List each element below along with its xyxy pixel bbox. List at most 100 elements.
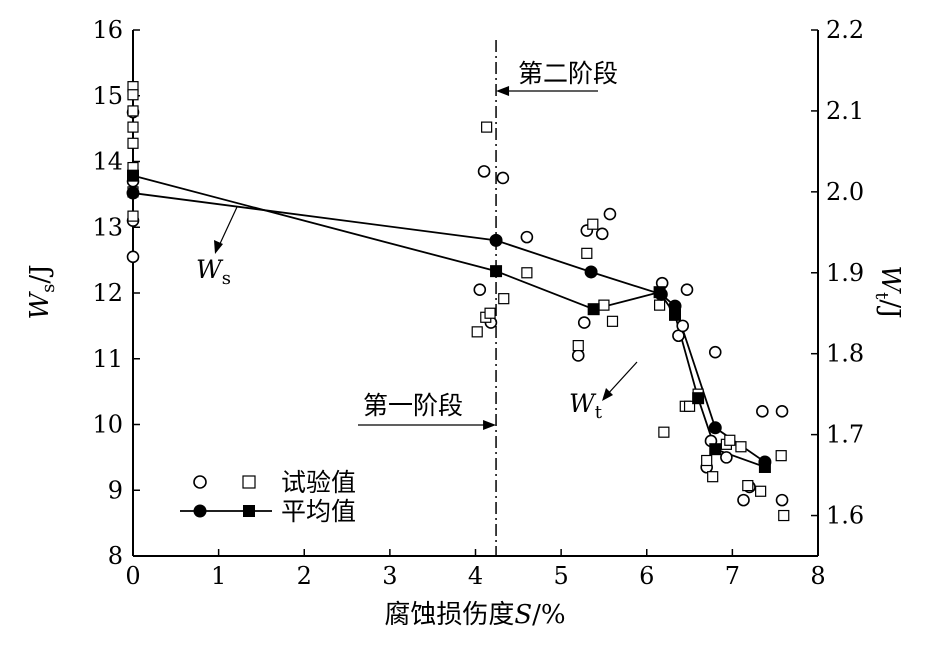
wt_test-point-32 xyxy=(778,509,790,522)
wt_test-point-15 xyxy=(581,247,593,259)
wt_test-point-3 xyxy=(127,121,139,133)
legend-mean-circle xyxy=(193,504,207,518)
x-tick-label-2: 2 xyxy=(297,562,312,590)
x-tick-label-0: 0 xyxy=(125,562,140,590)
x-tick-label-8: 8 xyxy=(810,562,825,590)
ws_mean-point-2 xyxy=(584,265,598,279)
y-right-tick-label-1.8: 1.8 xyxy=(826,340,864,368)
y-left-tick-label-9: 9 xyxy=(108,476,123,504)
wt_mean-point-3 xyxy=(653,286,666,299)
y-left-tick-label-11: 11 xyxy=(92,345,123,373)
ws_test-point-17 xyxy=(680,283,694,297)
ws_test-point-16 xyxy=(676,319,690,333)
wt_mean-line xyxy=(132,174,766,468)
wt_mean-point-0 xyxy=(127,169,139,182)
ws_test-point-21 xyxy=(720,451,733,464)
wt_test-point-31 xyxy=(775,450,787,462)
wt_test-point-18 xyxy=(606,315,619,327)
wt_test-point-7 xyxy=(127,210,139,222)
wt_test-point-17 xyxy=(598,299,610,311)
wt_mean-point-6 xyxy=(709,443,722,456)
y-right-tick-label-2.1: 2.1 xyxy=(826,97,864,125)
ws_test-point-4 xyxy=(473,283,487,297)
stage-2-arrow-head xyxy=(496,86,510,96)
ws-pointer-line xyxy=(217,206,238,249)
ws_mean-point-5 xyxy=(708,421,722,435)
wt_mean-point-4 xyxy=(669,308,682,321)
x-tick-label-7: 7 xyxy=(725,562,740,590)
ws-pointer-head xyxy=(214,240,223,254)
wt_test-point-1 xyxy=(127,89,139,101)
y-right-tick-label-1.6: 1.6 xyxy=(826,502,864,530)
wt_test-point-25 xyxy=(707,471,719,483)
wt_test-point-28 xyxy=(735,441,747,453)
wt_test-point-10 xyxy=(481,121,493,133)
ws_test-point-12 xyxy=(595,227,609,241)
x-tick-label-3: 3 xyxy=(382,562,397,590)
wt-pointer-line xyxy=(605,361,638,397)
y-right-tick-label-2.2: 2.2 xyxy=(826,16,864,44)
ws_test-point-25 xyxy=(775,405,789,418)
legend-mean-label: 平均值 xyxy=(281,497,356,526)
legend-test-square xyxy=(242,475,256,489)
ws_test-point-10 xyxy=(577,316,591,329)
ws_test-point-20 xyxy=(708,345,722,359)
y-right-axis-label: Wt/J xyxy=(871,265,905,318)
wt-curve-label: Wt xyxy=(569,389,603,423)
wt_test-point-16 xyxy=(587,218,599,230)
y-right-tick-label-2.0: 2.0 xyxy=(826,178,864,206)
x-tick-label-1: 1 xyxy=(211,562,226,590)
y-left-tick-label-10: 10 xyxy=(92,411,123,439)
y-left-tick-label-13: 13 xyxy=(92,213,123,241)
wt_mean-point-5 xyxy=(692,392,705,405)
ws_test-point-13 xyxy=(603,207,617,221)
ws_test-point-26 xyxy=(775,493,789,507)
y-right-tick-label-1.7: 1.7 xyxy=(826,421,864,449)
wt_test-point-30 xyxy=(755,485,767,497)
legend-test-circle xyxy=(193,475,207,489)
x-tick-label-4: 4 xyxy=(468,562,483,590)
wt_test-point-14 xyxy=(572,340,584,352)
ws-curve-label: Ws xyxy=(196,255,231,289)
stage-2-label: 第二阶段 xyxy=(518,59,618,88)
stage-1-label: 第一阶段 xyxy=(363,391,463,420)
y-left-tick-label-12: 12 xyxy=(92,279,123,307)
wt_test-point-4 xyxy=(127,137,139,149)
y-left-axis-label: Ws/J xyxy=(25,264,59,319)
ws_mean-line xyxy=(132,192,766,463)
wt_test-point-11 xyxy=(484,307,496,319)
wt_test-point-19 xyxy=(653,299,666,311)
wt_mean-point-7 xyxy=(758,460,771,473)
x-tick-label-6: 6 xyxy=(639,562,654,590)
ws_test-point-8 xyxy=(520,230,534,244)
wt_test-point-12 xyxy=(498,293,510,305)
legend-test-label: 试验值 xyxy=(281,468,356,497)
ws_test-point-7 xyxy=(496,171,510,185)
x-tick-label-5: 5 xyxy=(553,562,568,590)
wt_test-point-22 xyxy=(683,400,696,412)
wt_test-point-13 xyxy=(521,267,533,279)
ws_test-point-22 xyxy=(737,493,750,507)
wt-pointer-head xyxy=(602,388,613,401)
wt_test-point-24 xyxy=(701,454,713,467)
wt_test-point-27 xyxy=(724,434,736,446)
y-left-tick-label-16: 16 xyxy=(92,16,123,44)
y-left-tick-label-8: 8 xyxy=(108,542,123,570)
ws_test-point-9 xyxy=(571,349,585,362)
y-left-tick-label-14: 14 xyxy=(92,148,123,176)
ws_test-point-3 xyxy=(126,250,140,264)
ws_test-point-24 xyxy=(756,405,769,418)
legend-mean-square xyxy=(243,505,255,517)
wt_mean-point-2 xyxy=(587,303,600,316)
ws_test-point-5 xyxy=(477,165,491,178)
stage-1-arrow-head xyxy=(483,420,497,430)
wt_test-point-20 xyxy=(658,426,670,438)
wt_test-point-29 xyxy=(742,479,754,492)
ws_mean-point-0 xyxy=(126,186,140,200)
x-axis-label: 腐蚀损伤度S/% xyxy=(384,600,565,630)
y-left-tick-label-15: 15 xyxy=(92,82,123,110)
wt_test-point-8 xyxy=(471,326,483,338)
y-right-tick-label-1.9: 1.9 xyxy=(826,259,864,287)
